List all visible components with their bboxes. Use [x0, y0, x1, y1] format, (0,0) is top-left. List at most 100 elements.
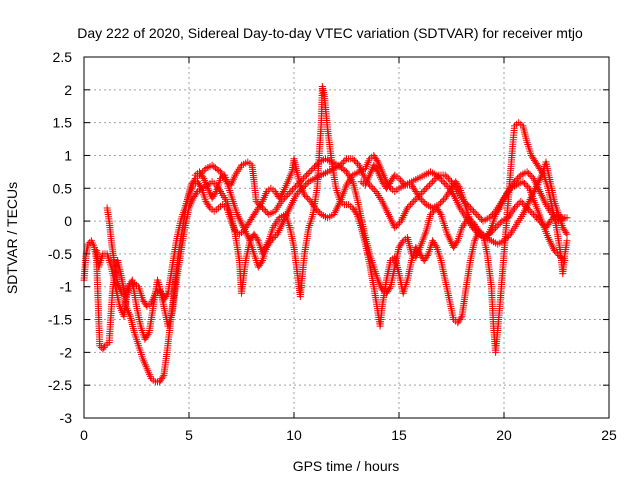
data-point: [502, 235, 510, 243]
data-point: [490, 225, 498, 233]
data-point: [435, 201, 443, 209]
data-point: [495, 220, 503, 228]
data-point: [267, 237, 275, 245]
data-point: [199, 173, 207, 181]
data-point: [144, 330, 152, 338]
data-point: [314, 207, 322, 215]
data-point: [477, 215, 485, 223]
data-points: [80, 83, 571, 386]
data-point: [511, 204, 518, 212]
data-point: [534, 215, 542, 223]
data-point: [285, 189, 293, 197]
data-point: [288, 186, 296, 194]
data-point: [505, 232, 513, 240]
data-point: [268, 235, 276, 243]
data-point: [561, 214, 569, 222]
data-point: [487, 229, 495, 237]
data-point: [436, 174, 444, 182]
data-point: [306, 168, 314, 176]
data-point: [430, 176, 438, 184]
data-point: [537, 219, 545, 227]
y-tick-label: 1.5: [53, 115, 73, 131]
data-point: [460, 197, 468, 205]
data-point: [488, 211, 496, 219]
data-point: [297, 186, 305, 194]
data-point: [470, 207, 478, 215]
data-point: [433, 171, 441, 179]
data-point: [421, 186, 429, 194]
data-point: [422, 184, 430, 192]
data-point: [471, 209, 479, 217]
data-point: [524, 183, 532, 191]
data-point: [488, 227, 496, 235]
data-point: [200, 166, 208, 174]
data-point: [303, 179, 311, 187]
data-point: [474, 212, 482, 220]
data-point: [444, 174, 452, 182]
data-point: [518, 199, 526, 207]
data-point: [470, 225, 478, 233]
data-point: [304, 194, 312, 202]
data-point: [492, 224, 500, 232]
data-point: [278, 189, 286, 197]
y-tick-label: 2: [64, 82, 72, 98]
data-point: [473, 229, 481, 237]
data-point: [290, 184, 298, 192]
data-point: [292, 191, 300, 199]
data-point: [304, 170, 312, 178]
data-point: [300, 183, 308, 191]
data-point: [522, 181, 530, 189]
x-axis-label: GPS time / hours: [293, 458, 400, 474]
data-point: [446, 176, 454, 184]
y-tick-label: -1: [60, 279, 73, 295]
y-tick-label: 0.5: [53, 180, 73, 196]
data-point: [262, 207, 270, 215]
y-tick-label: -0.5: [48, 246, 72, 262]
data-point: [354, 160, 362, 168]
data-point: [310, 163, 318, 171]
data-point: [205, 202, 213, 210]
data-point: [419, 188, 427, 196]
data-point: [562, 229, 570, 237]
data-point: [392, 222, 400, 230]
data-point: [302, 192, 310, 200]
data-point: [519, 178, 527, 186]
data-point: [449, 189, 457, 197]
data-point: [369, 184, 377, 192]
series-track-e: [357, 158, 571, 248]
data-point: [496, 219, 504, 227]
data-point: [429, 178, 437, 186]
data-point: [515, 173, 523, 181]
data-point: [260, 206, 268, 214]
data-point: [500, 237, 508, 245]
data-point: [352, 158, 360, 166]
data-point: [192, 189, 200, 197]
data-point: [352, 209, 360, 217]
grid-lines: [84, 57, 609, 418]
data-point: [523, 168, 531, 176]
y-tick-label: -2: [60, 344, 73, 360]
data-point: [252, 197, 260, 205]
data-point: [439, 178, 447, 186]
data-point: [485, 214, 493, 222]
data-point: [476, 214, 484, 222]
data-point: [307, 166, 315, 174]
data-point: [536, 217, 544, 225]
data-point: [398, 238, 406, 246]
data-point: [552, 248, 560, 256]
series-track-b: [93, 83, 571, 356]
data-point: [253, 235, 261, 243]
data-point: [427, 179, 435, 187]
data-point: [159, 373, 167, 381]
data-point: [395, 174, 403, 182]
data-point: [517, 197, 525, 205]
data-point: [373, 156, 381, 164]
x-tick-label: 25: [601, 427, 617, 443]
data-point: [550, 212, 558, 220]
plot-frame: [83, 56, 610, 419]
data-point: [341, 167, 349, 175]
data-point: [533, 214, 541, 222]
data-point: [493, 222, 501, 230]
data-point: [349, 155, 357, 163]
data-point: [512, 176, 520, 184]
